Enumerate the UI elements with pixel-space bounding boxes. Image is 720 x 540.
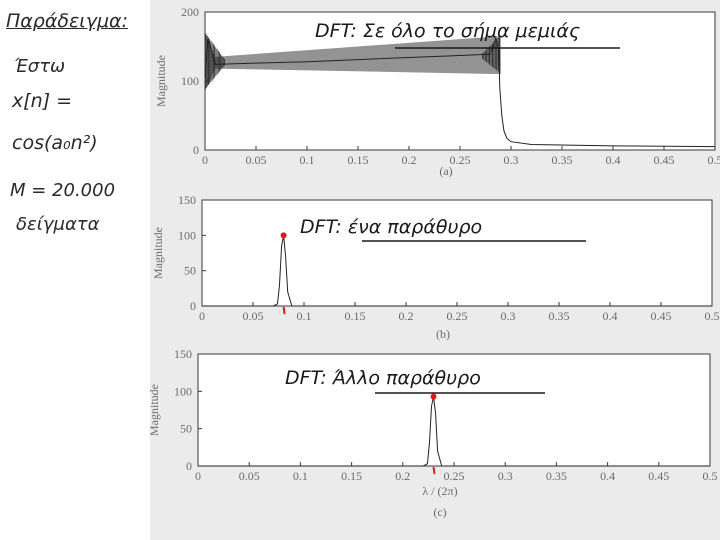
x-tick-label: 0 [195, 469, 201, 483]
panel-caption: (b) [436, 327, 450, 341]
panel-caption: (a) [439, 164, 452, 178]
note-let: Έστω [14, 56, 66, 77]
x-tick-label: 0.05 [243, 309, 264, 323]
x-tick-label: 0.45 [648, 469, 669, 483]
peak-marker [430, 393, 437, 400]
series-line [204, 36, 716, 148]
y-tick-label: 100 [181, 74, 199, 88]
panel-caption: (c) [433, 505, 446, 519]
note-cos-expression: cos(a₀n²) [12, 132, 98, 154]
y-tick-label: 50 [184, 264, 196, 278]
x-tick-label: 0.25 [450, 153, 471, 167]
x-tick-label: 0.2 [402, 153, 417, 167]
y-tick-label: 100 [174, 384, 192, 398]
x-tick-label: 0.1 [293, 469, 308, 483]
x-tick-label: 0.2 [399, 309, 414, 323]
x-tick-label: 0.05 [246, 153, 267, 167]
textbook-figure-page: 0 0.05 0.1 0.15 0.2 0.25 0.3 0.35 0.4 0.45 0.5 0 100… [150, 0, 720, 540]
x-tick-label: 0.4 [606, 153, 621, 167]
dft-annotation: DFT: Σε όλο το σήμα μεμιάς [315, 20, 580, 42]
plot-area [204, 11, 716, 151]
x-tick-label: 0.25 [447, 309, 468, 323]
chart-panel-a: 0 0.05 0.1 0.15 0.2 0.25 0.3 0.35 0.4 0.45 0.5 0 100… [154, 5, 720, 178]
y-axis-label: Magnitude [154, 55, 168, 107]
x-tick-label: 0.05 [239, 469, 260, 483]
x-tick-label: 0.15 [348, 153, 369, 167]
x-tick-label: 0.5 [708, 153, 720, 167]
note-samples-word: δείγματα [16, 214, 100, 235]
y-axis-label: Magnitude [150, 384, 161, 436]
x-tick-label: 0.15 [345, 309, 366, 323]
y-axis-label: Magnitude [151, 227, 165, 279]
x-tick-label: 0.1 [300, 153, 315, 167]
y-tick-label: 50 [180, 422, 192, 436]
x-tick-label: 0.3 [501, 309, 516, 323]
x-tick-label: 0.45 [651, 309, 672, 323]
y-tick-label: 150 [178, 193, 196, 207]
x-tick-label: 0.5 [705, 309, 720, 323]
handwritten-notes: Παράδειγμα: Έστω x[n] = cos(a₀n²) M = 20… [0, 0, 150, 540]
chart-panel-b: 0 0.05 0.1 0.15 0.2 0.25 0.3 0.35 0.4 0.45 0.5 0 50 1… [151, 193, 720, 341]
series-line [202, 235, 712, 307]
peak-frequency-mark [432, 466, 436, 475]
x-tick-label: 0.35 [546, 469, 567, 483]
x-tick-label: 0.3 [498, 469, 513, 483]
x-tick-label: 0.35 [552, 153, 573, 167]
dft-annotation: DFT: Άλλο παράθυρο [285, 367, 481, 389]
ripple-envelope [205, 31, 501, 92]
y-tick-label: 0 [190, 299, 196, 313]
note-title: Παράδειγμα: [6, 10, 128, 32]
x-tick-label: 0.25 [444, 469, 465, 483]
x-tick-label: 0.45 [654, 153, 675, 167]
peak-marker [280, 232, 287, 239]
note-sample-count: M = 20.000 [10, 180, 116, 201]
note-signal-def: x[n] = [12, 90, 73, 112]
x-tick-label: 0.1 [297, 309, 312, 323]
x-tick-label: 0.35 [549, 309, 570, 323]
y-tick-label: 200 [181, 5, 199, 19]
plot-area [197, 353, 711, 467]
x-tick-label: 0.15 [341, 469, 362, 483]
x-tick-label: 0.5 [703, 469, 718, 483]
dft-figure: 0 0.05 0.1 0.15 0.2 0.25 0.3 0.35 0.4 0.45 0.5 0 100… [150, 5, 720, 519]
x-tick-label: 0.4 [603, 309, 618, 323]
x-tick-label: 0 [202, 153, 208, 167]
chart-panel-c: 0 0.05 0.1 0.15 0.2 0.25 0.3 0.35 0.4 0.45 0.5 0 50 1… [150, 347, 718, 519]
x-tick-label: 0.3 [504, 153, 519, 167]
x-axis-label: λ / (2π) [422, 484, 457, 498]
x-tick-label: 0.4 [600, 469, 615, 483]
y-tick-label: 0 [193, 143, 199, 157]
y-tick-label: 0 [186, 459, 192, 473]
dft-annotation: DFT: ένα παράθυρο [300, 216, 482, 238]
peak-frequency-mark [282, 306, 286, 315]
x-tick-label: 0.2 [395, 469, 410, 483]
x-tick-label: 0 [199, 309, 205, 323]
series-line [198, 396, 710, 467]
y-tick-label: 150 [174, 347, 192, 361]
y-tick-label: 100 [178, 228, 196, 242]
